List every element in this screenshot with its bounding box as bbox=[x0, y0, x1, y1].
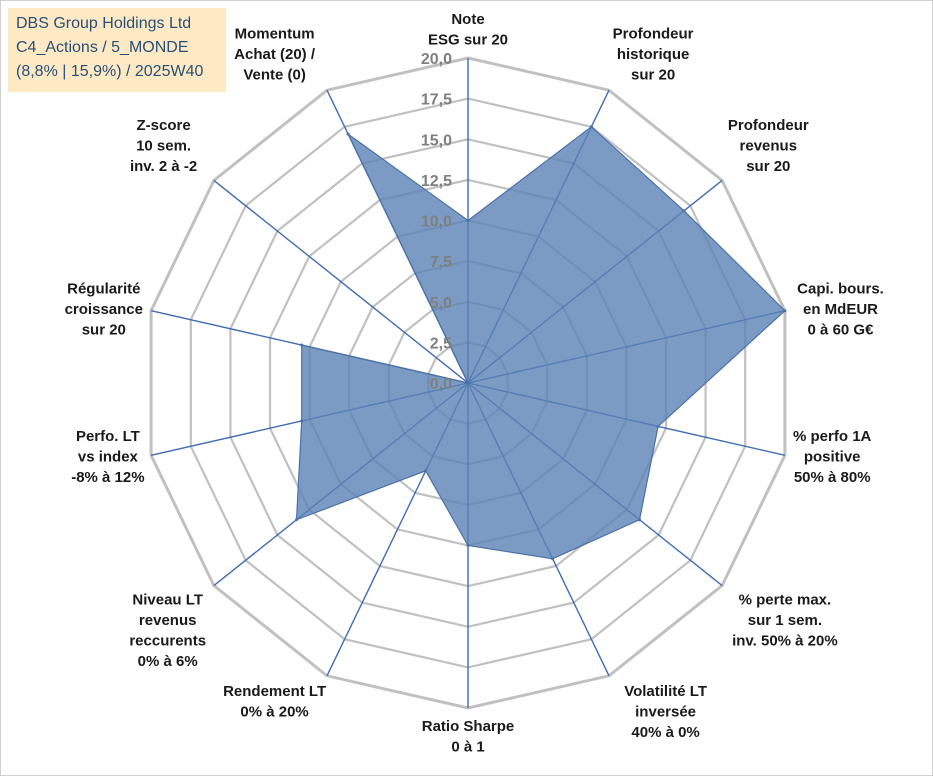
axis-label-line: 50% à 80% bbox=[794, 469, 871, 486]
axis-label: Régularité croissance sur 20 bbox=[65, 281, 143, 339]
axis-label-line: Capi. bours. bbox=[797, 281, 884, 298]
axis-label-line: croissance bbox=[65, 301, 143, 318]
axis-label: Volatilité LT inversée 40% à 0% bbox=[624, 683, 707, 741]
axis-label: Note ESG sur 20 bbox=[428, 11, 508, 49]
axis-label-line: reccurents bbox=[129, 632, 206, 649]
axis-label-line: Z-score bbox=[137, 117, 191, 134]
axis-label-line: revenus bbox=[740, 138, 798, 155]
stats-label: (8,8% | 15,9%) / 2025W40 bbox=[16, 63, 204, 80]
axis-label: Profondeur historique sur 20 bbox=[613, 25, 694, 83]
tick-label: 2,5 bbox=[430, 335, 452, 352]
axis-label-line: Niveau LT bbox=[132, 591, 203, 608]
axis-label-line: Rendement LT bbox=[223, 683, 326, 700]
data-point bbox=[466, 381, 470, 385]
axis-label-line: inv. 2 à -2 bbox=[130, 158, 197, 175]
axis-label: Profondeur revenus sur 20 bbox=[728, 117, 809, 175]
axis-label: % perfo 1A positive 50% à 80% bbox=[793, 428, 872, 486]
axis-labels: Note ESG sur 20 Profondeur historique sur 20… bbox=[65, 11, 884, 756]
tick-label: 17,5 bbox=[421, 92, 452, 109]
info-box: DBS Group Holdings Ltd C4_Actions / 5_MO… bbox=[8, 8, 226, 92]
axis-label-line: 0% à 6% bbox=[138, 653, 198, 670]
axis-label-line: Régularité bbox=[67, 281, 140, 298]
axis-label-line: Volatilité LT bbox=[624, 683, 707, 700]
data-point bbox=[551, 557, 555, 561]
data-point bbox=[656, 424, 660, 428]
axis-label-line: 0% à 20% bbox=[240, 704, 308, 721]
axis-label: Niveau LT revenus reccurents 0% à 6% bbox=[129, 591, 206, 670]
axis-label-line: sur 20 bbox=[631, 66, 675, 83]
axis-label-line: Vente (0) bbox=[243, 66, 306, 83]
axis-label-line: Ratio Sharpe bbox=[422, 718, 515, 735]
data-point bbox=[682, 209, 686, 213]
data-point bbox=[300, 343, 304, 347]
axis-spoke bbox=[213, 179, 469, 384]
axis-label: Perfo. LT vs index -8% à 12% bbox=[71, 428, 144, 486]
data-point bbox=[466, 544, 470, 547]
axis-label-line: vs index bbox=[78, 448, 139, 465]
company-name: DBS Group Holdings Ltd bbox=[16, 15, 192, 32]
tick-label: 20,0 bbox=[421, 51, 452, 68]
axis-label-line: sur 1 sem. bbox=[748, 612, 822, 629]
data-point bbox=[466, 219, 470, 222]
tick-label: 7,5 bbox=[430, 254, 452, 271]
axis-label-line: inversée bbox=[635, 704, 696, 721]
tick-label: 0,0 bbox=[430, 376, 452, 393]
axis-label: Rendement LT 0% à 20% bbox=[223, 683, 326, 721]
axis-label-line: ESG sur 20 bbox=[428, 32, 508, 49]
axis-label-line: % perfo 1A bbox=[793, 428, 872, 445]
axis-label-line: positive bbox=[804, 448, 861, 465]
axis-label-line: sur 20 bbox=[82, 322, 126, 339]
axis-label-line: revenus bbox=[139, 612, 197, 629]
tick-label: 12,5 bbox=[421, 173, 452, 190]
axis-label-line: en MdEUR bbox=[803, 301, 878, 318]
axis-label-line: Achat (20) / bbox=[234, 46, 316, 63]
axis-label-line: % perte max. bbox=[739, 591, 832, 608]
data-point bbox=[295, 518, 298, 522]
axis-label-line: Momentum bbox=[235, 25, 315, 42]
axis-label-line: historique bbox=[617, 46, 690, 63]
axis-label-line: sur 20 bbox=[746, 158, 790, 175]
axis-label-line: inv. 50% à 20% bbox=[732, 632, 838, 649]
axis-label: Capi. bours. en MdEUR 0 à 60 G€ bbox=[797, 281, 884, 339]
data-point bbox=[638, 518, 641, 522]
data-point bbox=[589, 125, 593, 129]
axis-label-line: 10 sem. bbox=[136, 138, 191, 155]
axis-label-line: Note bbox=[451, 11, 484, 28]
axis-label-line: 40% à 0% bbox=[631, 724, 699, 741]
data-point bbox=[424, 469, 428, 473]
category-label: C4_Actions / 5_MONDE bbox=[16, 39, 189, 56]
tick-label: 10,0 bbox=[421, 214, 452, 231]
tick-label: 5,0 bbox=[430, 295, 452, 312]
axis-label: Momentum Achat (20) / Vente (0) bbox=[234, 25, 316, 83]
axis-label-line: -8% à 12% bbox=[71, 469, 144, 486]
axis-label: Ratio Sharpe 0 à 1 bbox=[422, 718, 515, 756]
axis-label: % perte max. sur 1 sem. inv. 50% à 20% bbox=[732, 591, 838, 649]
axis-label-line: Profondeur bbox=[613, 25, 694, 42]
data-point bbox=[300, 419, 304, 423]
axis-label-line: 0 à 1 bbox=[451, 739, 484, 756]
data-point bbox=[783, 309, 787, 313]
axis-label-line: Perfo. LT bbox=[76, 428, 140, 445]
axis-label: Z-score 10 sem. inv. 2 à -2 bbox=[130, 117, 197, 175]
series-layer bbox=[295, 125, 787, 561]
tick-labels: 0,0 2,5 5,0 7,5 10,0 12,5 15,0 17,5 20,0 bbox=[421, 51, 452, 393]
series-area bbox=[295, 126, 786, 560]
axis-label-line: Profondeur bbox=[728, 117, 809, 134]
tick-label: 15,0 bbox=[421, 132, 452, 149]
data-point bbox=[346, 132, 350, 136]
axis-label-line: 0 à 60 G€ bbox=[808, 322, 875, 339]
